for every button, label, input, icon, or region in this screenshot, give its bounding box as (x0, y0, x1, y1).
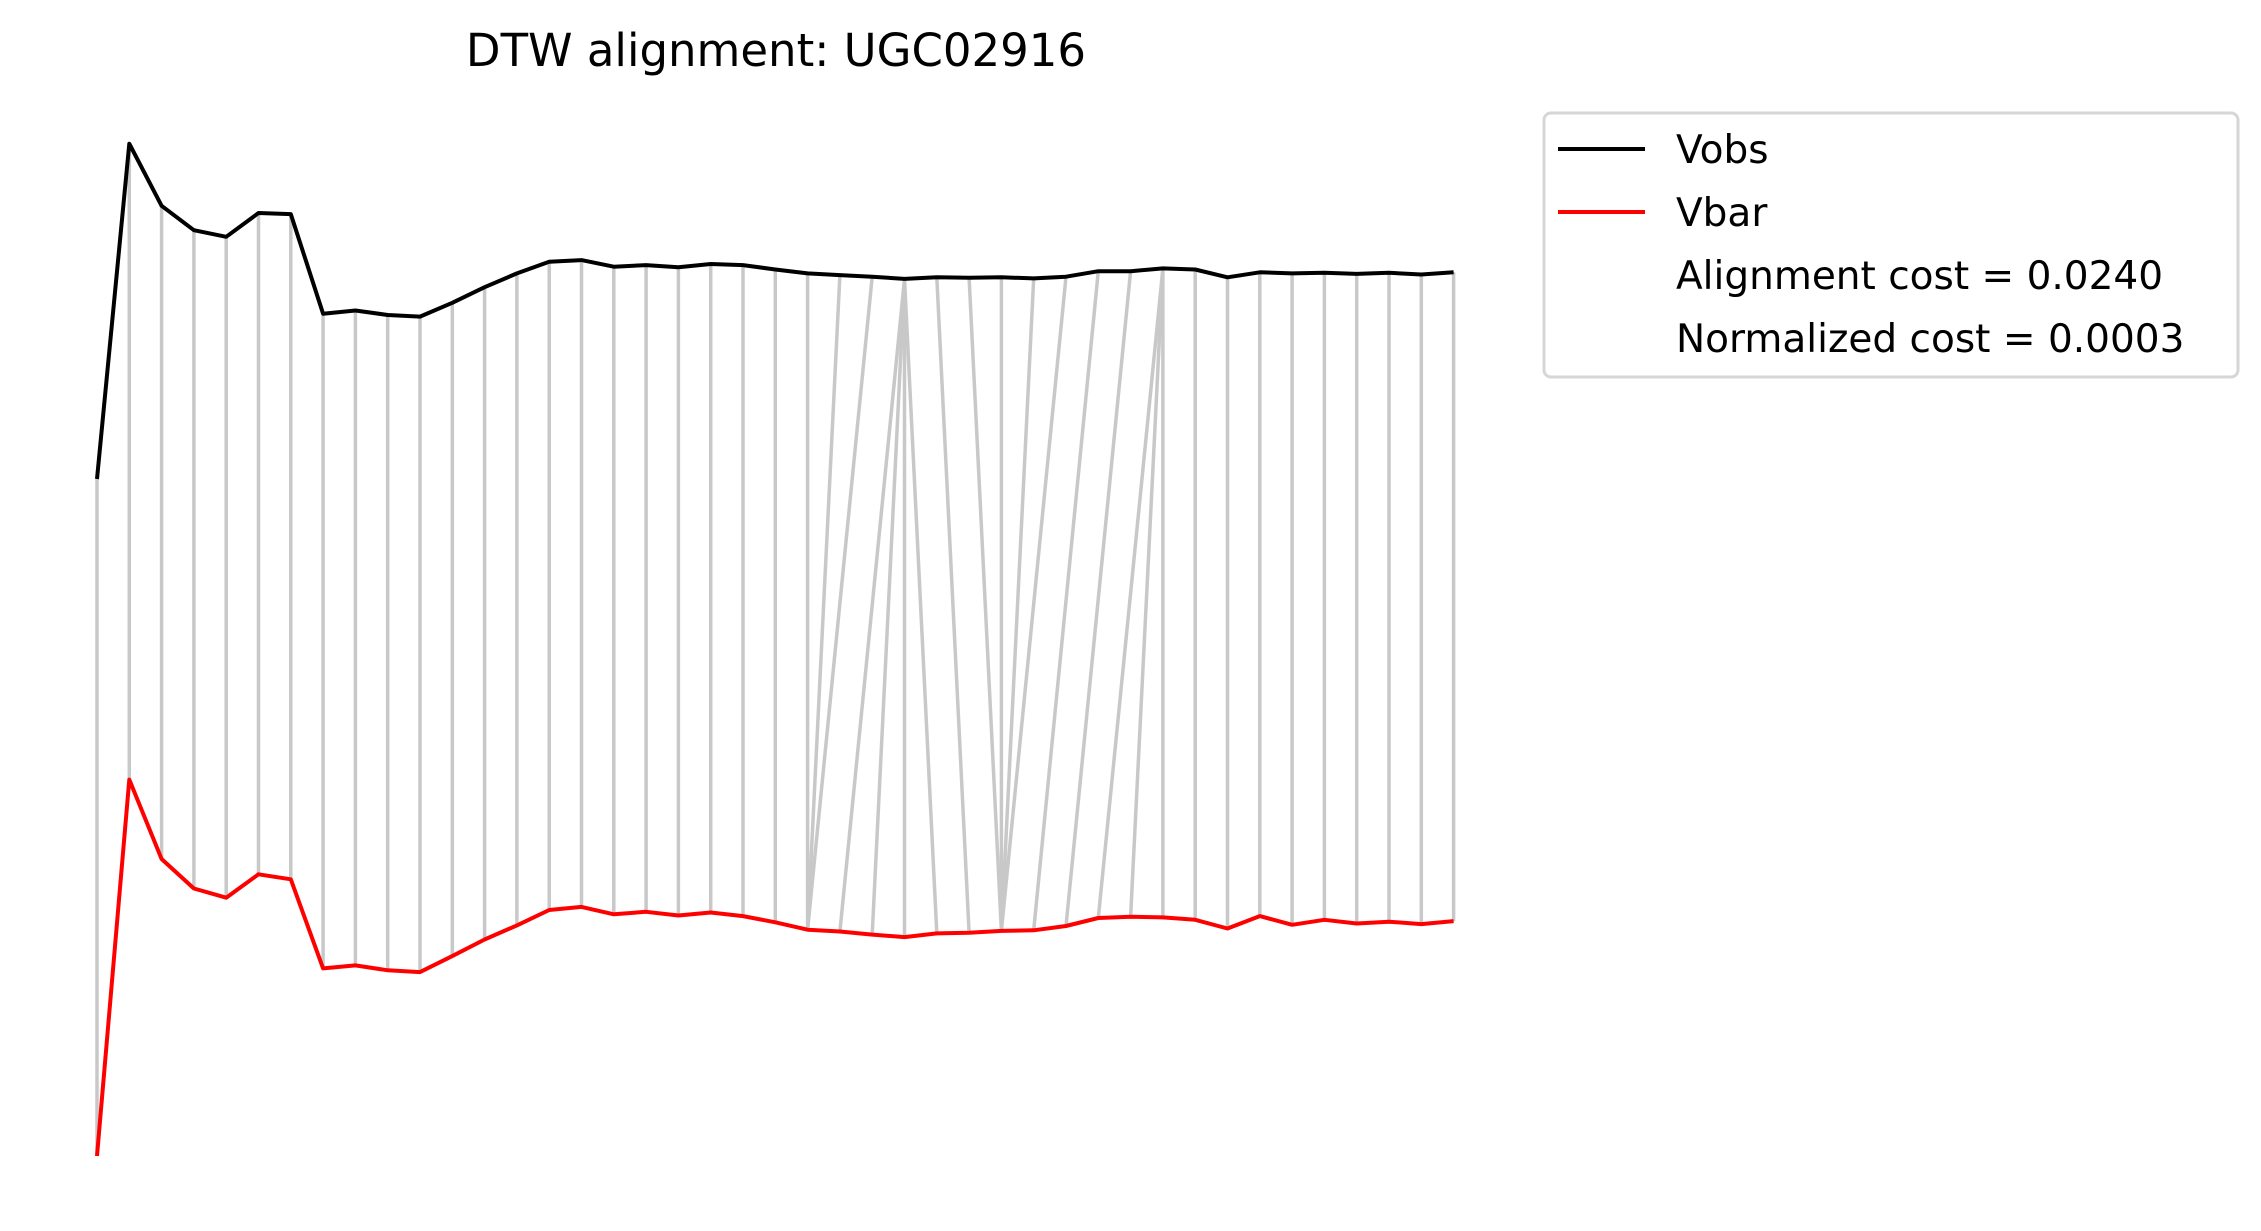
alignment-connector-29 (935, 277, 971, 933)
alignment-connector-30 (967, 277, 1004, 931)
alignment-connector-37 (1128, 268, 1165, 917)
alignment-connector-32 (999, 278, 1036, 931)
legend-vbar-label: Vbar (1676, 191, 1768, 236)
series-layer (95, 141, 1454, 1157)
alignment-connector-23 (805, 274, 842, 930)
alignment-connector-28 (902, 278, 939, 934)
legend-alignment-cost: Alignment cost = 0.0240 (1676, 254, 2163, 299)
vobs-line (95, 141, 1454, 480)
alignment-connector-26 (870, 278, 907, 935)
legend-box (1542, 111, 2240, 379)
chart-title: DTW alignment: UGC02916 (466, 24, 1086, 77)
alignment-connector-24 (805, 276, 874, 930)
legend-normalized-cost: Normalized cost = 0.0003 (1676, 317, 2184, 362)
alignment-connector-33 (999, 276, 1068, 932)
alignment-connector-36 (1096, 268, 1165, 919)
alignment-connector-34 (1031, 271, 1101, 931)
alignment-connectors (95, 143, 1456, 1156)
alignment-connector-35 (1064, 271, 1133, 927)
legend-vobs-label: Vobs (1676, 128, 1769, 173)
vbar-line (95, 777, 1454, 1157)
legend: Vobs Vbar Alignment cost = 0.0240 Normal… (1542, 111, 2240, 379)
alignment-connector-25 (838, 278, 907, 932)
